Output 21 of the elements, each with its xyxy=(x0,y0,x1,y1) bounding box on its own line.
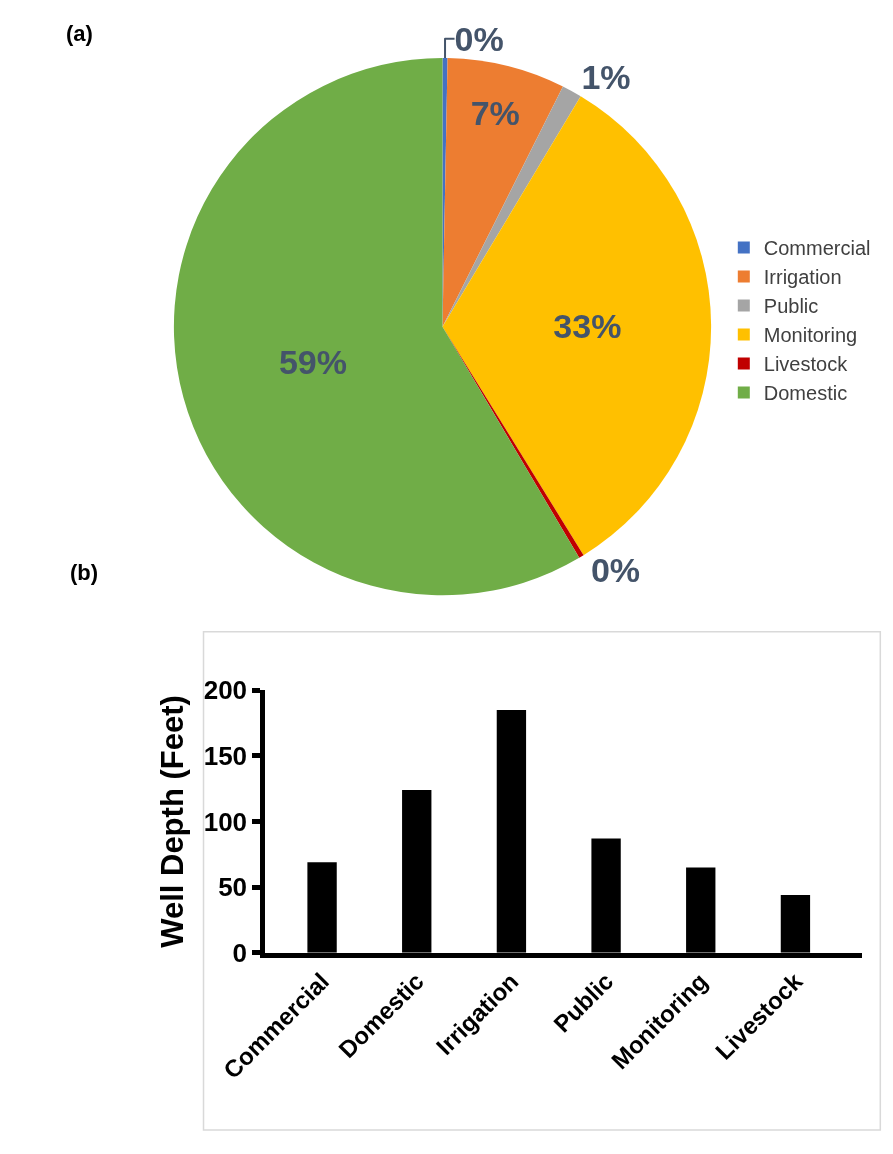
pie-slice xyxy=(442,96,712,556)
text: (a) xyxy=(66,21,93,46)
legend-label: Irrigation xyxy=(763,266,842,289)
y-tick-label: 0 xyxy=(232,937,248,968)
data-label: 7% xyxy=(470,94,520,133)
legend-label: Public xyxy=(763,295,819,318)
legend-label: Monitoring xyxy=(763,324,858,347)
y-tick-label: 100 xyxy=(203,806,248,837)
y-tick-label: 150 xyxy=(203,740,248,771)
data-label: 33% xyxy=(553,306,622,345)
legend-label: Domestic xyxy=(763,382,848,405)
y-tick-label: 200 xyxy=(203,675,248,706)
text: (b) xyxy=(70,560,99,585)
data-label: 59% xyxy=(278,343,347,382)
y-axis-title: Well Depth (Feet) xyxy=(155,695,191,948)
data-label: 0% xyxy=(590,551,641,590)
y-tick-label: 50 xyxy=(218,872,248,903)
legend-label: Commercial xyxy=(763,237,871,260)
legend-label: Livestock xyxy=(763,353,849,376)
data-label: 0% xyxy=(454,19,504,58)
data-label: 1% xyxy=(581,57,631,96)
